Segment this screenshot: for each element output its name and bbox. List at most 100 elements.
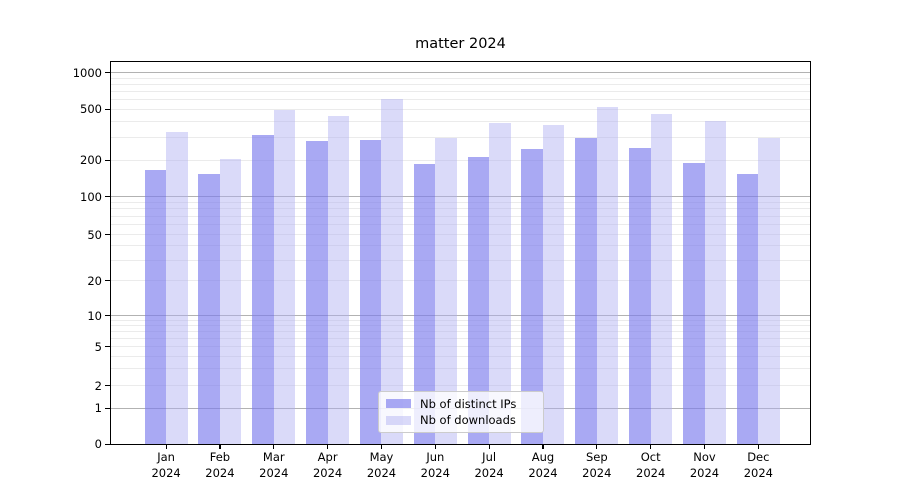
- legend: Nb of distinct IPs Nb of downloads: [378, 391, 544, 433]
- right-spine: [810, 61, 812, 445]
- left-spine: [110, 61, 112, 445]
- x-tick-label-jan-2024: Jan 2024: [151, 450, 181, 480]
- bar-aug-2024-downloads: [542, 125, 565, 445]
- y-tick-20: [104, 279, 110, 282]
- legend-label-distinct-ips: Nb of distinct IPs: [420, 396, 517, 411]
- gridline-minor-7: [110, 331, 811, 333]
- gridline-minor-5: [110, 346, 811, 348]
- x-tick-label-apr-2024: Apr 2024: [312, 450, 343, 480]
- bar-jan-2024-distinct-ips: [144, 170, 167, 445]
- y-tick-1: [104, 407, 110, 409]
- gridline-minor-2: [110, 385, 811, 386]
- x-tick-label-mar-2024: Mar 2024: [259, 450, 289, 480]
- y-tick-label-200: 200: [80, 153, 102, 168]
- x-tick-nov-2024: [703, 444, 706, 449]
- y-tick-label-1: 1: [94, 401, 102, 416]
- gridline-minor-80: [110, 208, 811, 210]
- top-spine: [110, 61, 811, 63]
- x-tick-may-2024: [380, 444, 383, 449]
- legend-swatch-downloads: [386, 415, 411, 425]
- bar-apr-2024-distinct-ips: [306, 140, 328, 445]
- legend-label-downloads: Nb of downloads: [420, 413, 516, 428]
- gridline-minor-50: [110, 234, 811, 236]
- gridline-minor-300: [110, 137, 811, 139]
- legend-item-distinct-ips: Nb of distinct IPs: [386, 397, 536, 411]
- bar-jul-2024-distinct-ips: [467, 156, 490, 445]
- gridline-minor-600: [110, 99, 811, 101]
- x-tick-label-sep-2024: Sep 2024: [582, 450, 612, 480]
- gridline-minor-70: [110, 215, 811, 217]
- gridline-minor-400: [110, 121, 811, 123]
- gridline-minor-30: [110, 259, 811, 261]
- x-tick-jun-2024: [434, 444, 436, 449]
- gridline-major-1000: [110, 72, 811, 74]
- y-tick-label-20: 20: [87, 273, 102, 288]
- y-tick-label-1000: 1000: [72, 65, 102, 80]
- y-tick-2: [104, 384, 110, 387]
- y-tick-label-0: 0: [94, 437, 102, 452]
- bar-jul-2024-downloads: [489, 122, 511, 445]
- x-tick-jul-2024: [488, 444, 490, 449]
- x-tick-dec-2024: [757, 444, 759, 449]
- gridline-minor-4: [110, 355, 811, 357]
- y-tick-5: [104, 346, 110, 348]
- gridline-minor-6: [110, 338, 811, 340]
- y-tick-label-5: 5: [94, 339, 102, 354]
- x-tick-oct-2024: [650, 444, 652, 449]
- bar-nov-2024-distinct-ips: [683, 162, 705, 445]
- x-tick-label-oct-2024: Oct 2024: [636, 450, 666, 480]
- x-tick-label-feb-2024: Feb 2024: [205, 450, 235, 480]
- y-tick-label-500: 500: [80, 102, 102, 117]
- y-tick-50: [104, 234, 110, 236]
- bar-may-2024-downloads: [381, 98, 403, 445]
- gridline-minor-200: [110, 159, 811, 161]
- bar-feb-2024-distinct-ips: [198, 173, 220, 445]
- gridline-major-10: [110, 315, 811, 317]
- y-tick-label-50: 50: [87, 227, 102, 242]
- bar-apr-2024-downloads: [327, 116, 350, 445]
- gridline-minor-900: [110, 77, 811, 79]
- bar-dec-2024-downloads: [758, 138, 780, 445]
- bar-nov-2024-downloads: [704, 120, 726, 445]
- y-tick-100: [104, 196, 110, 198]
- x-tick-label-dec-2024: Dec 2024: [743, 450, 773, 480]
- x-tick-feb-2024: [219, 444, 221, 449]
- bar-jan-2024-downloads: [166, 132, 188, 445]
- y-tick-0: [104, 443, 110, 445]
- y-tick-label-100: 100: [80, 189, 102, 204]
- x-tick-aug-2024: [542, 444, 544, 449]
- x-tick-label-aug-2024: Aug 2024: [528, 450, 558, 480]
- gridline-minor-8: [110, 325, 811, 327]
- gridline-minor-40: [110, 245, 811, 247]
- gridline-minor-60: [110, 224, 811, 226]
- x-tick-sep-2024: [596, 444, 598, 449]
- chart-title: matter 2024: [415, 36, 506, 52]
- gridline-minor-90: [110, 201, 811, 203]
- bar-aug-2024-distinct-ips: [521, 149, 543, 445]
- y-tick-500: [104, 108, 110, 110]
- x-tick-jan-2024: [165, 444, 167, 449]
- gridline-minor-500: [110, 108, 811, 110]
- x-tick-label-jul-2024: Jul 2024: [474, 450, 504, 480]
- x-tick-label-nov-2024: Nov 2024: [689, 450, 720, 480]
- y-tick-10: [104, 315, 110, 317]
- legend-item-downloads: Nb of downloads: [386, 413, 536, 427]
- bar-may-2024-distinct-ips: [359, 139, 382, 445]
- gridline-minor-700: [110, 91, 811, 93]
- gridline-minor-9: [110, 319, 811, 321]
- x-tick-label-may-2024: May 2024: [366, 450, 397, 480]
- bar-dec-2024-distinct-ips: [736, 174, 759, 445]
- gridline-minor-3: [110, 367, 811, 369]
- y-tick-200: [104, 159, 110, 161]
- gridline-minor-20: [110, 280, 811, 281]
- gridline-major-100: [110, 196, 811, 198]
- bar-oct-2024-downloads: [650, 113, 673, 445]
- x-tick-label-jun-2024: Jun 2024: [420, 450, 450, 480]
- bottom-spine: [110, 443, 811, 445]
- y-tick-label-2: 2: [94, 378, 102, 393]
- bar-mar-2024-downloads: [273, 109, 296, 445]
- bar-mar-2024-distinct-ips: [252, 135, 274, 445]
- y-tick-1000: [104, 72, 110, 74]
